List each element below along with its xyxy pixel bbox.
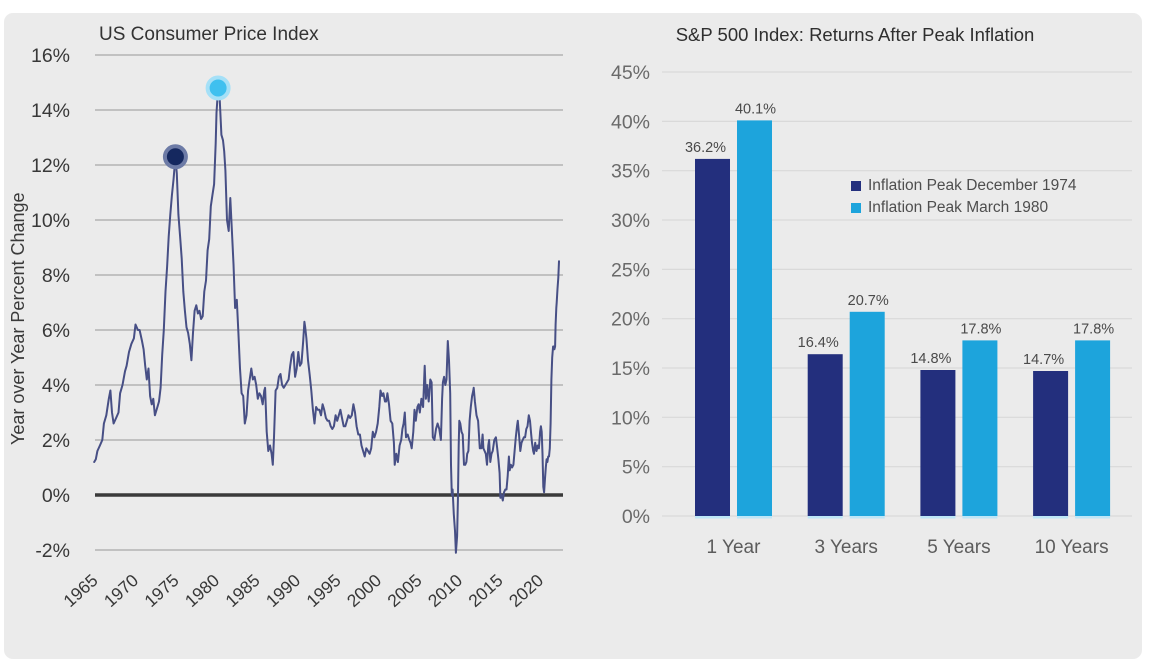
cpi-chart-title: US Consumer Price Index bbox=[99, 24, 319, 45]
sp500-y-tick-label: 0% bbox=[622, 506, 650, 528]
cpi-y-tick-label: 10% bbox=[31, 210, 70, 232]
sp500-bar-value-label: 36.2% bbox=[685, 140, 726, 156]
sp500-bar-value-label: 16.4% bbox=[798, 335, 839, 351]
sp500-bar-baseline bbox=[849, 516, 885, 519]
sp500-category-label: 10 Years bbox=[1035, 537, 1109, 558]
cpi-x-tick-label: 1970 bbox=[100, 570, 143, 611]
sp500-y-tick-label: 45% bbox=[611, 62, 650, 84]
sp500-bar-1974-5-years bbox=[920, 370, 956, 516]
cpi-y-tick-label: 12% bbox=[31, 155, 70, 177]
sp500-bar-1974-1-year bbox=[695, 158, 730, 516]
sp500-y-tick-label: 20% bbox=[611, 309, 650, 331]
cpi-y-tick-label: 16% bbox=[31, 45, 70, 67]
sp500-bar-value-label: 20.7% bbox=[848, 293, 889, 309]
sp500-bar-baseline bbox=[962, 516, 998, 519]
cpi-x-tick-label: 1990 bbox=[262, 570, 305, 611]
sp500-y-tick-label: 10% bbox=[611, 407, 650, 429]
cpi-line bbox=[93, 87, 560, 554]
sp500-bar-baseline bbox=[920, 516, 956, 519]
cpi-x-tick-label: 1985 bbox=[221, 570, 263, 611]
sp500-bar-baseline bbox=[695, 516, 730, 519]
sp500-bar-1980-1-year bbox=[737, 120, 772, 517]
cpi-x-tick-label: 2010 bbox=[424, 570, 467, 611]
cpi-y-tick-label: 6% bbox=[42, 320, 70, 342]
sp500-bar-baseline bbox=[1033, 516, 1069, 519]
cpi-y-tick-label: 0% bbox=[42, 485, 70, 507]
legend-swatch-light-blue-icon bbox=[851, 202, 861, 213]
cpi-x-tick-label: 2005 bbox=[383, 570, 425, 611]
sp500-bar-1974-3-years bbox=[807, 354, 843, 516]
cpi-x-tick-label: 2015 bbox=[464, 570, 506, 611]
sp500-bar-1980-10-years bbox=[1075, 340, 1111, 516]
cpi-y-tick-label: 2% bbox=[42, 430, 70, 452]
sp500-bar-baseline bbox=[1075, 516, 1111, 519]
legend: Inflation Peak December 1974 Inflation P… bbox=[851, 176, 1077, 217]
sp500-bar-value-label: 17.8% bbox=[960, 321, 1001, 337]
cpi-x-tick-label: 1965 bbox=[59, 570, 101, 611]
sp500-bar-1980-3-years bbox=[849, 311, 885, 516]
legend-item-dec-1974: Inflation Peak December 1974 bbox=[851, 176, 1077, 195]
sp500-category-label: 5 Years bbox=[927, 537, 990, 558]
cpi-x-tick-label: 2020 bbox=[505, 570, 548, 611]
cpi-x-tick-label: 2000 bbox=[343, 570, 386, 611]
cpi-x-tick-label: 1975 bbox=[140, 570, 182, 611]
sp500-bar-value-label: 14.8% bbox=[910, 351, 951, 367]
sp500-y-tick-label: 40% bbox=[611, 111, 650, 133]
sp500-bar-value-label: 40.1% bbox=[735, 101, 776, 117]
cpi-y-axis-label: Year over Year Percent Change bbox=[8, 192, 28, 445]
sp500-y-tick-label: 30% bbox=[611, 210, 650, 232]
sp500-y-tick-label: 35% bbox=[611, 161, 650, 183]
cpi-y-tick-label: 4% bbox=[42, 375, 70, 397]
sp500-y-tick-label: 15% bbox=[611, 358, 650, 380]
sp500-bar-1980-5-years bbox=[962, 340, 998, 516]
peak-marker-december-1974 bbox=[162, 144, 188, 170]
legend-item-mar-1980: Inflation Peak March 1980 bbox=[851, 198, 1077, 217]
cpi-y-tick-label: 8% bbox=[42, 265, 70, 287]
peak-marker-march-1980 bbox=[205, 75, 231, 101]
sp500-category-label: 1 Year bbox=[707, 537, 762, 558]
legend-swatch-dark-navy-icon bbox=[851, 180, 861, 191]
cpi-y-tick-label: -2% bbox=[35, 540, 70, 562]
cpi-x-tick-label: 1980 bbox=[181, 570, 224, 611]
cpi-x-tick-label: 1995 bbox=[302, 570, 344, 611]
legend-label-dec-1974: Inflation Peak December 1974 bbox=[868, 176, 1077, 194]
sp500-y-tick-label: 5% bbox=[622, 457, 650, 479]
legend-label-mar-1980: Inflation Peak March 1980 bbox=[868, 198, 1049, 216]
sp500-category-label: 3 Years bbox=[814, 537, 877, 558]
sp500-bar-1974-10-years bbox=[1033, 371, 1069, 516]
sp500-chart-title: S&P 500 Index: Returns After Peak Inflat… bbox=[675, 24, 1035, 45]
sp500-bar-baseline bbox=[807, 516, 843, 519]
cpi-y-tick-label: 14% bbox=[31, 100, 70, 122]
sp500-bar-baseline bbox=[737, 516, 772, 519]
sp500-y-tick-label: 25% bbox=[611, 259, 650, 281]
sp500-bar-value-label: 14.7% bbox=[1023, 352, 1064, 368]
sp500-bar-value-label: 17.8% bbox=[1073, 321, 1114, 337]
